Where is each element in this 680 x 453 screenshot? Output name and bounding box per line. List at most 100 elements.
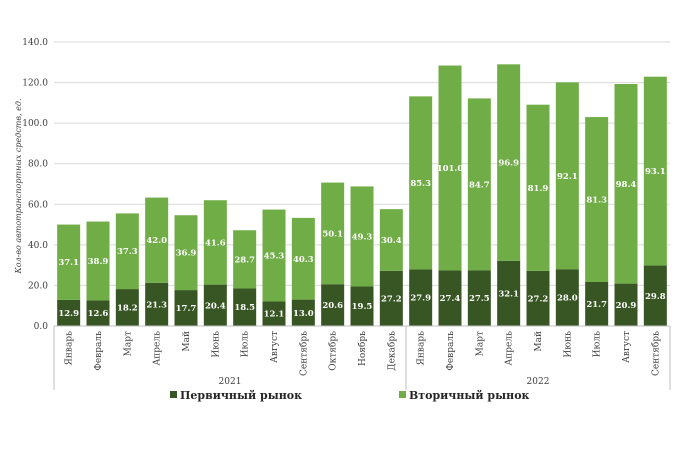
data-label-secondary: 98.4 xyxy=(616,180,637,190)
bar-secondary xyxy=(233,230,257,289)
bar-primary xyxy=(467,270,491,326)
bar-secondary xyxy=(57,224,81,300)
x-tick-label: Май xyxy=(182,331,192,352)
data-label-secondary: 37.3 xyxy=(117,247,138,257)
legend: Первичный рынок Вторичный рынок xyxy=(170,389,530,402)
legend-swatch-secondary xyxy=(399,391,406,398)
data-label-secondary: 30.4 xyxy=(381,236,402,246)
y-tick-label: 120.0 xyxy=(22,79,48,89)
y-tick-label: 60.0 xyxy=(28,200,48,210)
data-label-secondary: 36.9 xyxy=(176,249,197,259)
x-tick-label: Ноябрь xyxy=(357,331,368,366)
x-tick-label: Февраль xyxy=(446,331,456,371)
data-label-secondary: 37.1 xyxy=(58,258,79,268)
group-label-2022: 2022 xyxy=(527,377,550,387)
bar-primary xyxy=(643,265,667,326)
bar-secondary xyxy=(614,83,638,284)
data-label-secondary: 85.3 xyxy=(410,179,431,189)
data-label-primary: 27.5 xyxy=(469,294,490,304)
bar-primary xyxy=(497,260,521,326)
legend-label-secondary: Вторичный рынок xyxy=(409,389,530,402)
bar-primary xyxy=(233,288,257,326)
data-label-primary: 13.0 xyxy=(293,309,314,319)
bar-secondary xyxy=(174,215,198,291)
x-tick-label: Июнь xyxy=(211,331,221,358)
data-label-primary: 19.5 xyxy=(352,302,373,312)
bar-primary xyxy=(174,290,198,326)
x-tick-label: Апрель xyxy=(153,331,163,366)
data-label-primary: 20.4 xyxy=(205,301,226,311)
y-tick-label: 80.0 xyxy=(28,160,48,170)
bar-secondary xyxy=(585,117,609,282)
bar-secondary xyxy=(86,221,110,301)
bar-secondary xyxy=(145,197,169,283)
y-tick-label: 140.0 xyxy=(22,38,48,48)
y-axis: 0.0 20.0 40.0 60.0 80.0 100.0 120.0 140.0 xyxy=(22,38,48,332)
x-tick-label: Декабрь xyxy=(386,331,397,371)
legend-swatch-primary xyxy=(170,391,177,398)
bar-secondary xyxy=(643,76,667,266)
bar-primary xyxy=(262,301,286,326)
data-label-secondary: 92.1 xyxy=(557,172,578,182)
bar-primary xyxy=(115,289,139,326)
data-label-secondary: 101.0 xyxy=(437,164,464,174)
data-label-secondary: 93.1 xyxy=(645,167,666,177)
x-tick-label: Октябрь xyxy=(328,331,339,371)
data-label-secondary: 45.3 xyxy=(264,252,285,262)
y-tick-label: 100.0 xyxy=(22,119,48,129)
bar-secondary xyxy=(115,213,139,290)
data-label-secondary: 41.6 xyxy=(205,238,226,248)
x-tick-label: Август xyxy=(622,331,632,363)
x-tick-label: Апрель xyxy=(505,331,515,366)
bar-secondary xyxy=(526,104,550,271)
x-tick-label: Март xyxy=(123,331,133,356)
data-label-primary: 12.1 xyxy=(264,310,285,320)
data-label-primary: 27.2 xyxy=(528,294,549,304)
legend-label-primary: Первичный рынок xyxy=(180,389,302,402)
bar-secondary xyxy=(497,64,521,261)
data-label-secondary: 49.3 xyxy=(352,232,373,242)
x-tick-label: Сентябрь xyxy=(298,331,309,376)
group-label-2021: 2021 xyxy=(219,377,242,387)
data-label-primary: 18.2 xyxy=(117,304,138,314)
bar-primary xyxy=(585,281,609,326)
data-label-primary: 28.0 xyxy=(557,294,578,304)
data-label-primary: 29.8 xyxy=(645,292,666,302)
bar-primary xyxy=(86,300,110,326)
bar-primary xyxy=(555,269,579,326)
x-tick-label: Январь xyxy=(417,331,427,365)
bar-primary xyxy=(291,299,315,326)
data-label-secondary: 50.1 xyxy=(322,229,343,239)
data-label-primary: 27.2 xyxy=(381,294,402,304)
x-axis: Январь Февраль Март Апрель Май Июнь Июль Август… xyxy=(53,325,671,390)
data-label-secondary: 40.3 xyxy=(293,255,314,265)
bar-primary xyxy=(409,269,433,326)
x-tick-label: Июнь xyxy=(563,331,573,358)
bar-secondary xyxy=(291,217,315,300)
x-tick-label: Август xyxy=(270,331,280,363)
y-tick-label: 20.0 xyxy=(28,281,48,291)
bar-secondary xyxy=(350,186,374,287)
bar-primary xyxy=(321,284,345,326)
bar-primary xyxy=(350,286,374,326)
y-axis-title: Кол-во автотранспортных средств, ед. xyxy=(14,99,23,275)
x-tick-label: Март xyxy=(475,331,485,356)
data-label-primary: 21.7 xyxy=(586,300,607,310)
data-label-primary: 12.9 xyxy=(58,309,79,319)
data-label-primary: 21.3 xyxy=(146,300,167,310)
y-tick-label: 40.0 xyxy=(28,241,48,251)
data-label-primary: 12.6 xyxy=(88,309,109,319)
bar-secondary xyxy=(409,96,433,270)
bar-secondary xyxy=(203,200,227,285)
data-label-secondary: 96.9 xyxy=(498,159,519,169)
data-label-secondary: 84.7 xyxy=(469,180,490,190)
data-label-secondary: 42.0 xyxy=(146,236,167,246)
data-label-primary: 27.4 xyxy=(440,294,461,304)
bar-primary xyxy=(614,283,638,326)
x-tick-label: Февраль xyxy=(94,331,104,371)
x-tick-label: Январь xyxy=(65,331,75,365)
y-tick-label: 0.0 xyxy=(34,322,49,332)
bar-secondary xyxy=(262,209,286,302)
data-label-secondary: 28.7 xyxy=(234,255,255,265)
